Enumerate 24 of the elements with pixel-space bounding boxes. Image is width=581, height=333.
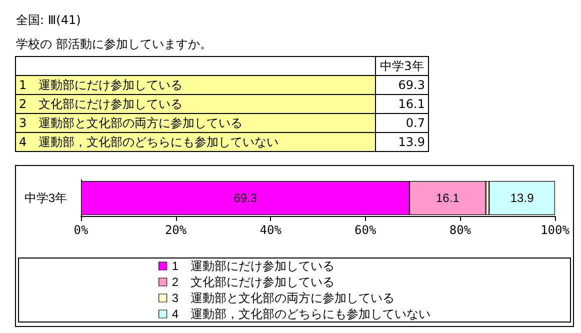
legend-label: 2 文化部にだけ参加している [172, 275, 334, 289]
category-label: 3 運動部と文化部の両方に参加している [16, 114, 376, 132]
x-tick-label: 60% [354, 223, 378, 237]
legend-label: 4 運動部，文化部のどちらにも参加していない [172, 307, 430, 321]
category-label: 2 文化部にだけ参加している [16, 94, 376, 114]
x-tick-label: 100% [540, 223, 570, 237]
data-label: 0.7 [376, 114, 428, 132]
category-label: 4 運動部，文化部のどちらにも参加していない [16, 132, 376, 152]
data-label: 16.1 [376, 94, 428, 114]
text: 学校の 部活動に参加していますか。 [16, 36, 212, 53]
data-label: 13.9 [510, 191, 534, 205]
legend-label: 1 運動部にだけ参加している [172, 259, 334, 273]
x-tick-label: 20% [164, 223, 188, 237]
text: 全国: Ⅲ(41) [16, 12, 81, 29]
x-tick-label: 80% [449, 223, 472, 237]
data-label: 69.3 [376, 76, 428, 94]
data-label: 13.9 [376, 132, 428, 152]
category-label: 1 運動部にだけ参加している [16, 76, 376, 94]
x-tick-label: 0% [74, 223, 89, 237]
legend-label: 3 運動部と文化部の両方に参加している [172, 291, 394, 305]
text: 中学3年 [376, 56, 428, 76]
data-label: 16.1 [436, 191, 460, 205]
x-tick-label: 40% [260, 223, 282, 237]
data-label: 69.3 [234, 191, 258, 205]
